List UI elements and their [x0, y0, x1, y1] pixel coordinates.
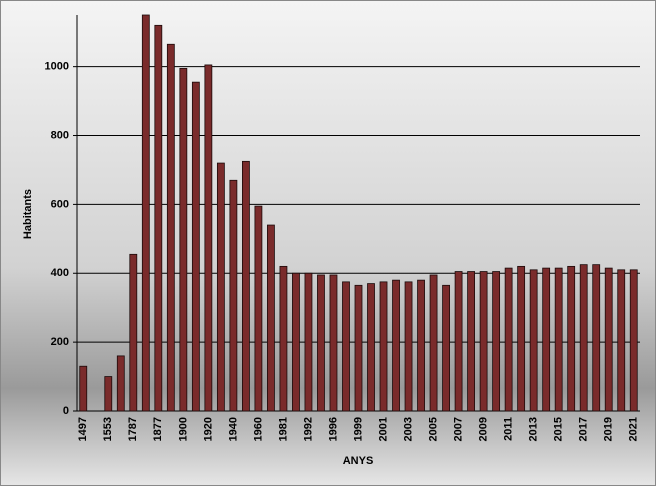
x-tick-label: 2003	[402, 417, 414, 441]
x-tick-label: 1553	[102, 417, 114, 441]
y-tick-label: 200	[51, 336, 69, 348]
x-tick-label: 1877	[152, 417, 164, 441]
bar	[404, 281, 413, 412]
bar	[392, 279, 400, 412]
bar	[79, 365, 88, 412]
x-tick-label: 2009	[478, 417, 490, 441]
bar	[492, 271, 501, 412]
bar	[617, 269, 626, 412]
bar	[379, 281, 388, 412]
x-tick-label: 1992	[302, 417, 314, 441]
x-tick-label: 1996	[327, 417, 339, 441]
bar	[104, 376, 113, 412]
bar	[329, 274, 338, 412]
x-tick-label: 2017	[578, 417, 590, 441]
y-tick-label: 1000	[45, 61, 69, 73]
x-tick-label: 1960	[252, 417, 264, 441]
y-tick-label: 600	[51, 198, 69, 210]
x-tick-label: 1940	[227, 417, 239, 441]
bar	[354, 284, 363, 412]
bar	[204, 64, 213, 412]
bar	[141, 14, 150, 412]
bar	[629, 269, 638, 412]
bar	[542, 267, 551, 412]
bar	[467, 271, 476, 412]
bar	[241, 160, 250, 412]
bar	[442, 284, 450, 412]
bar	[429, 274, 438, 412]
x-tick-label: 1497	[77, 417, 89, 441]
bar	[367, 283, 375, 412]
y-tick-label: 0	[63, 405, 69, 417]
bar	[604, 267, 613, 412]
bar	[179, 67, 188, 412]
bar	[317, 274, 325, 412]
x-tick-label: 2011	[503, 417, 515, 441]
bar	[479, 271, 488, 412]
bar	[292, 272, 300, 412]
bar	[116, 355, 125, 412]
bar	[592, 264, 601, 412]
bar	[154, 24, 163, 412]
x-tick-label: 2015	[553, 417, 565, 441]
bar	[529, 269, 538, 412]
x-tick-label: 2001	[377, 417, 389, 441]
bar	[579, 264, 588, 412]
bar	[279, 265, 288, 412]
x-tick-label: 1900	[177, 417, 189, 441]
y-tick-label: 800	[51, 129, 69, 141]
x-tick-label: 2019	[603, 417, 615, 441]
bar	[166, 43, 175, 412]
x-tick-label: 1920	[202, 417, 214, 441]
y-tick-label: 400	[51, 267, 69, 279]
bar	[417, 279, 425, 412]
bar	[342, 281, 350, 412]
bar	[567, 265, 576, 412]
bar	[129, 253, 138, 412]
bar	[504, 267, 513, 412]
x-tick-label: 1981	[277, 417, 289, 441]
x-tick-label: 2007	[452, 417, 464, 441]
y-axis-title: Habitants	[22, 189, 34, 239]
bar	[216, 162, 225, 412]
bar	[454, 271, 463, 412]
bar	[554, 267, 563, 412]
bar	[229, 179, 238, 412]
bar	[517, 265, 526, 412]
bar	[304, 272, 313, 412]
bar	[267, 224, 275, 412]
x-tick-label: 2021	[628, 417, 640, 441]
x-tick-label: 2005	[427, 417, 439, 441]
x-tick-label: 1999	[352, 417, 364, 441]
bar	[191, 81, 200, 412]
x-tick-label: 2013	[528, 417, 540, 441]
bar	[254, 205, 263, 412]
x-tick-label: 1787	[127, 417, 139, 441]
x-axis-title: ANYS	[343, 455, 374, 467]
